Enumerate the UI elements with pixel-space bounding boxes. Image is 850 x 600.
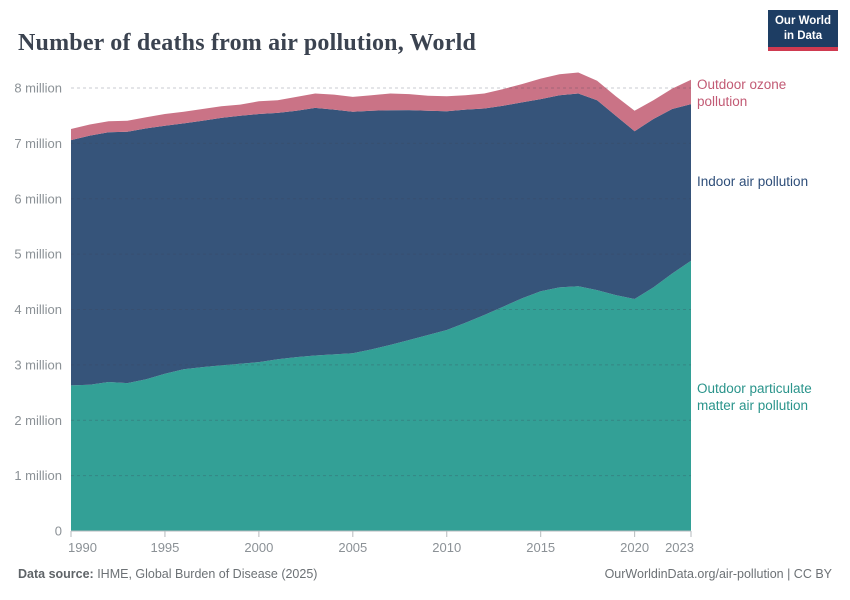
x-axis-label: 2023	[665, 540, 694, 555]
series-label-indoor-air-pollution: Indoor air pollution	[697, 174, 809, 189]
data-source-text: IHME, Global Burden of Disease (2025)	[93, 567, 318, 581]
series-label-outdoor-particulate-matter: Outdoor particulate matter air pollution	[697, 381, 812, 414]
area-indoor-air-pollution[interactable]	[71, 93, 691, 386]
y-axis-label: 4 million	[14, 302, 62, 317]
owid-logo[interactable]: Our World in Data	[767, 10, 838, 52]
y-axis-label: 5 million	[14, 247, 62, 262]
page-title: Number of deaths from air pollution, Wor…	[18, 30, 477, 57]
y-axis-label: 1 million	[14, 468, 62, 483]
owid-logo-line2: in Data	[783, 30, 823, 43]
area-outdoor-ozone[interactable]	[71, 72, 691, 141]
data-source-label: Data source:	[18, 567, 94, 581]
chart-footer: Data source: IHME, Global Burden of Dise…	[18, 567, 832, 581]
x-axis-label: 1990	[68, 540, 97, 555]
x-axis-label: 2015	[526, 540, 555, 555]
y-axis-label: 7 million	[14, 136, 62, 151]
y-axis-label: 0	[55, 524, 62, 539]
y-axis-label: 8 million	[14, 81, 62, 96]
x-axis-label: 2005	[338, 540, 367, 555]
x-axis-label: 2000	[244, 540, 273, 555]
x-axis-label: 2020	[620, 540, 649, 555]
credit-link[interactable]: OurWorldinData.org/air-pollution | CC BY	[604, 567, 832, 581]
data-source: Data source: IHME, Global Burden of Dise…	[18, 567, 317, 581]
x-axis-label: 2010	[432, 540, 461, 555]
area-outdoor-particulate-matter[interactable]	[71, 260, 691, 531]
x-axis-label: 1995	[150, 540, 179, 555]
y-axis-label: 6 million	[14, 191, 62, 206]
y-axis-label: 2 million	[14, 413, 62, 428]
owid-logo-line1: Our World	[774, 15, 831, 27]
y-axis-label: 3 million	[14, 357, 62, 372]
series-label-outdoor-ozone: Outdoor ozone pollution	[697, 77, 787, 110]
